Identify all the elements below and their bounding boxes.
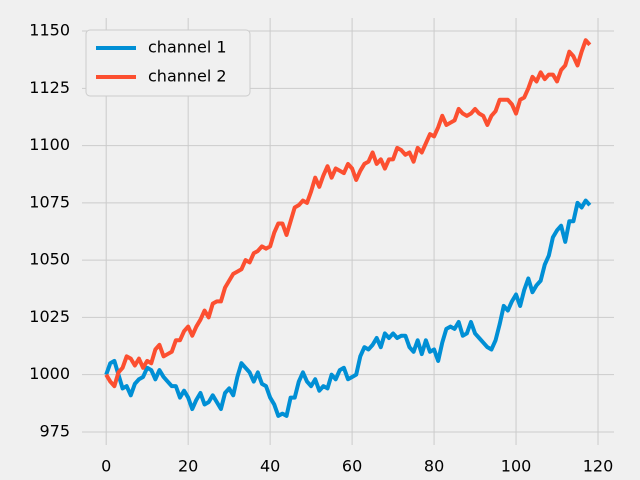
data-line: [104, 198, 592, 418]
x-tick-label: 0: [101, 457, 111, 476]
x-tick-label: 80: [424, 457, 444, 476]
legend-label: channel 2: [148, 67, 227, 86]
x-tick-label: 40: [260, 457, 280, 476]
y-tick-label: 1000: [29, 364, 70, 383]
y-tick-label: 1025: [29, 307, 70, 326]
y-tick-label: 1050: [29, 250, 70, 269]
x-tick-label: 60: [342, 457, 362, 476]
y-tick-label: 1075: [29, 192, 70, 211]
data-line: [104, 38, 592, 389]
x-tick-label: 100: [501, 457, 532, 476]
y-tick-label: 1100: [29, 135, 70, 154]
legend: channel 1 channel 2: [85, 29, 251, 97]
y-tick-label: 975: [39, 421, 70, 440]
x-tick-label: 20: [178, 457, 198, 476]
x-tick-label: 120: [583, 457, 614, 476]
legend-label: channel 1: [148, 38, 227, 57]
y-tick-label: 1150: [29, 21, 70, 40]
y-tick-label: 1125: [29, 78, 70, 97]
